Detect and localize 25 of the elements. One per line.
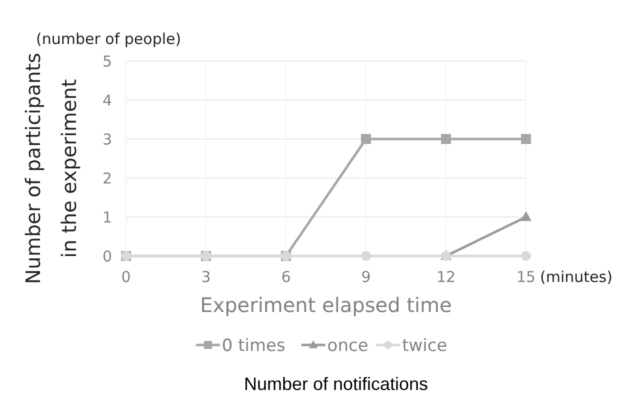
legend-title: Number of notifications bbox=[244, 374, 428, 394]
y-tick-label: 3 bbox=[102, 130, 112, 148]
point bbox=[521, 251, 531, 261]
x-tick-label: 6 bbox=[281, 268, 291, 286]
legend-label: twice bbox=[402, 336, 448, 356]
text: (number of people) bbox=[36, 30, 182, 48]
y-tick-label: 1 bbox=[102, 208, 112, 226]
y-tick-label: 4 bbox=[102, 91, 112, 110]
point bbox=[361, 134, 371, 144]
x-tick-label: 3 bbox=[201, 268, 211, 286]
legend-label: 0 times bbox=[222, 336, 286, 356]
point bbox=[441, 134, 451, 144]
x-tick-label: 15 bbox=[516, 268, 536, 286]
text: (minutes) bbox=[540, 268, 612, 286]
x-axis-title: Experiment elapsed time bbox=[200, 293, 452, 317]
legend-label: once bbox=[327, 336, 368, 356]
x-tick-label: 9 bbox=[361, 268, 371, 286]
point bbox=[361, 251, 371, 261]
x-tick-label: 12 bbox=[436, 268, 456, 286]
y-tick-label: 0 bbox=[102, 247, 112, 266]
y-axis-title: Number of participants in the experiment bbox=[21, 52, 81, 284]
x-tick-label: 0 bbox=[121, 268, 131, 286]
y-tick-label: 5 bbox=[102, 52, 112, 70]
point bbox=[521, 134, 531, 144]
y-tick-label: 2 bbox=[102, 169, 112, 188]
